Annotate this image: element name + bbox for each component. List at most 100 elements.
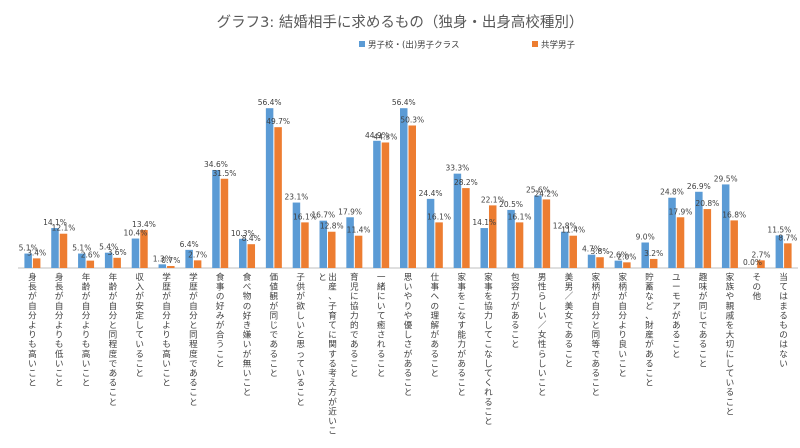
- category-label-24: 貯蓄など、財産があること: [645, 271, 654, 389]
- bar-series-2-cat-1: [32, 258, 41, 268]
- bar-series-1-cat-23: [614, 260, 623, 268]
- data-label-series-1-cat-27: 29.5%: [714, 174, 738, 183]
- bar-series-2-cat-9: [247, 244, 256, 268]
- legend: 男子校・(出)男子クラス 共学男子: [359, 40, 576, 51]
- chart-title: グラフ3: 結婚相手に求めるもの（独身・出身高校種別）: [217, 14, 584, 31]
- data-label-series-1-cat-11: 23.1%: [285, 193, 309, 202]
- data-label-series-2-cat-11: 16.1%: [293, 212, 317, 221]
- category-label-1: 身長が自分よりも高いこと: [28, 271, 37, 389]
- bar-series-2-cat-29: [784, 243, 792, 268]
- data-label-series-1-cat-12: 16.7%: [311, 211, 335, 220]
- data-label-series-2-cat-24: 3.2%: [644, 249, 663, 258]
- data-label-series-1-cat-26: 26.9%: [687, 182, 711, 191]
- bar-series-2-cat-22: [596, 257, 604, 268]
- legend-label-series-2: 共学男子: [541, 40, 576, 51]
- bar-series-2-cat-16: [435, 222, 443, 268]
- data-label-series-2-cat-2: 12.1%: [52, 224, 76, 233]
- bar-series-2-cat-26: [703, 209, 712, 268]
- data-label-series-2-cat-9: 8.4%: [242, 234, 261, 243]
- bar-series-2-cat-28: [757, 260, 765, 268]
- data-label-series-2-cat-21: 11.4%: [561, 226, 585, 235]
- bar-series-2-cat-8: [220, 178, 229, 268]
- category-label-10: 価値観が同じであること: [270, 271, 279, 379]
- bar-series-2-cat-15: [408, 125, 416, 268]
- bar-series-1-cat-13: [346, 217, 354, 268]
- category-label-18: 家事を協力してこなしてくれること: [484, 271, 493, 427]
- bar-series-2-cat-10: [274, 127, 282, 269]
- category-label-11: 子供が欲しいと思っていること: [296, 272, 305, 408]
- category-label-9: 食べ物の好き嫌いが無いこと: [243, 271, 252, 398]
- legend-label-series-1: 男子校・(出)男子クラス: [368, 40, 459, 51]
- bar-series-2-cat-19: [515, 222, 524, 268]
- bar-series-1-cat-11: [292, 202, 301, 268]
- data-label-series-1-cat-2: 14.1%: [43, 218, 67, 227]
- category-label-2: 身長が自分よりも低いこと: [55, 271, 64, 389]
- bar-series-1-cat-17: [453, 173, 462, 268]
- category-label-27: 家族や親戚を大切にしていること: [726, 271, 735, 417]
- bar-series-2-cat-11: [301, 222, 309, 268]
- data-label-series-1-cat-7: 6.4%: [180, 240, 199, 249]
- data-label-series-2-cat-10: 49.7%: [266, 117, 290, 126]
- category-label-25: ユーモアがあること: [672, 273, 681, 360]
- data-label-series-1-cat-17: 33.3%: [445, 164, 469, 173]
- data-label-series-2-cat-29: 8.7%: [778, 233, 797, 242]
- bar-series-1-cat-6: [158, 264, 167, 268]
- data-label-series-1-cat-18: 14.1%: [472, 218, 496, 227]
- data-label-series-2-cat-28: 2.7%: [751, 250, 770, 259]
- bar-series-1-cat-24: [641, 242, 649, 268]
- bar-series-2-cat-7: [193, 260, 202, 268]
- category-label-19: 包容力があること: [511, 271, 520, 350]
- category-label-16: 仕事への理解があること: [431, 271, 440, 379]
- data-label-series-2-cat-22: 3.8%: [591, 247, 610, 256]
- bar-series-1-cat-4: [104, 252, 113, 268]
- data-label-series-1-cat-15: 56.4%: [392, 98, 416, 107]
- data-label-series-1-cat-1: 5.1%: [19, 244, 38, 253]
- category-label-21: 美男／美女であること: [565, 271, 574, 369]
- data-label-series-2-cat-19: 16.1%: [508, 212, 532, 221]
- data-label-series-2-cat-25: 17.9%: [669, 207, 693, 216]
- data-label-series-2-cat-16: 16.1%: [427, 212, 451, 221]
- data-label-series-1-cat-21: 12.8%: [553, 222, 577, 231]
- data-label-series-2-cat-8: 31.5%: [213, 169, 237, 178]
- bar-series-1-cat-8: [212, 169, 220, 268]
- bar-series-2-cat-2: [59, 233, 68, 268]
- category-label-8: 食事の好みが合うこと: [216, 271, 225, 369]
- data-label-series-1-cat-25: 24.8%: [660, 188, 684, 197]
- data-label-series-2-cat-13: 11.4%: [347, 226, 371, 235]
- bar-series-2-cat-20: [542, 199, 551, 268]
- category-label-5: 収入が安定していること: [135, 271, 144, 379]
- category-label-12: 出産、子育てに関する考え方が近いこと: [318, 271, 337, 437]
- bar-series-1-cat-19: [507, 209, 515, 268]
- category-label-26: 趣味が同じであること: [699, 271, 708, 369]
- data-label-series-2-cat-26: 20.8%: [695, 199, 719, 208]
- category-label-6: 学歴が自分よりも高いこと: [162, 271, 171, 389]
- legend-swatch-series-2: [532, 41, 538, 47]
- legend-swatch-series-1: [359, 41, 365, 47]
- data-label-series-1-cat-28: 0.0%: [743, 258, 762, 267]
- data-label-series-2-cat-15: 50.3%: [400, 115, 424, 124]
- category-labels: 身長が自分よりも高いこと 身長が自分よりも低いこと 年齢が自分よりも高いこと 年齢が自…: [28, 271, 788, 437]
- bar-series-2-cat-25: [676, 217, 685, 268]
- bar-series-1-cat-1: [24, 253, 32, 268]
- bar-series-2-cat-4: [113, 257, 121, 268]
- category-label-28: その他: [752, 272, 761, 302]
- bar-series-1-cat-5: [131, 238, 140, 268]
- bar-series-2-cat-24: [649, 258, 658, 268]
- category-label-7: 学歴が自分と同程度であること: [189, 271, 198, 408]
- category-label-15: 思いやりや優しさがあること: [404, 272, 413, 398]
- data-label-series-2-cat-12: 12.8%: [320, 222, 344, 231]
- data-label-series-1-cat-29: 11.5%: [767, 225, 791, 234]
- data-label-series-1-cat-5: 10.4%: [124, 229, 148, 238]
- data-label-series-1-cat-22: 4.7%: [582, 245, 601, 254]
- data-label-series-1-cat-20: 25.6%: [526, 185, 550, 194]
- bar-series-1-cat-26: [695, 191, 703, 268]
- data-label-series-1-cat-13: 17.9%: [338, 207, 362, 216]
- category-label-14: 一緒にいて癒されること: [377, 273, 386, 379]
- data-label-series-2-cat-6: 0.7%: [161, 256, 180, 265]
- data-label-series-1-cat-16: 24.4%: [419, 189, 443, 198]
- data-label-series-2-cat-1: 3.4%: [27, 248, 46, 257]
- data-label-series-1-cat-3: 5.1%: [72, 244, 91, 253]
- bar-series-1-cat-10: [265, 108, 274, 268]
